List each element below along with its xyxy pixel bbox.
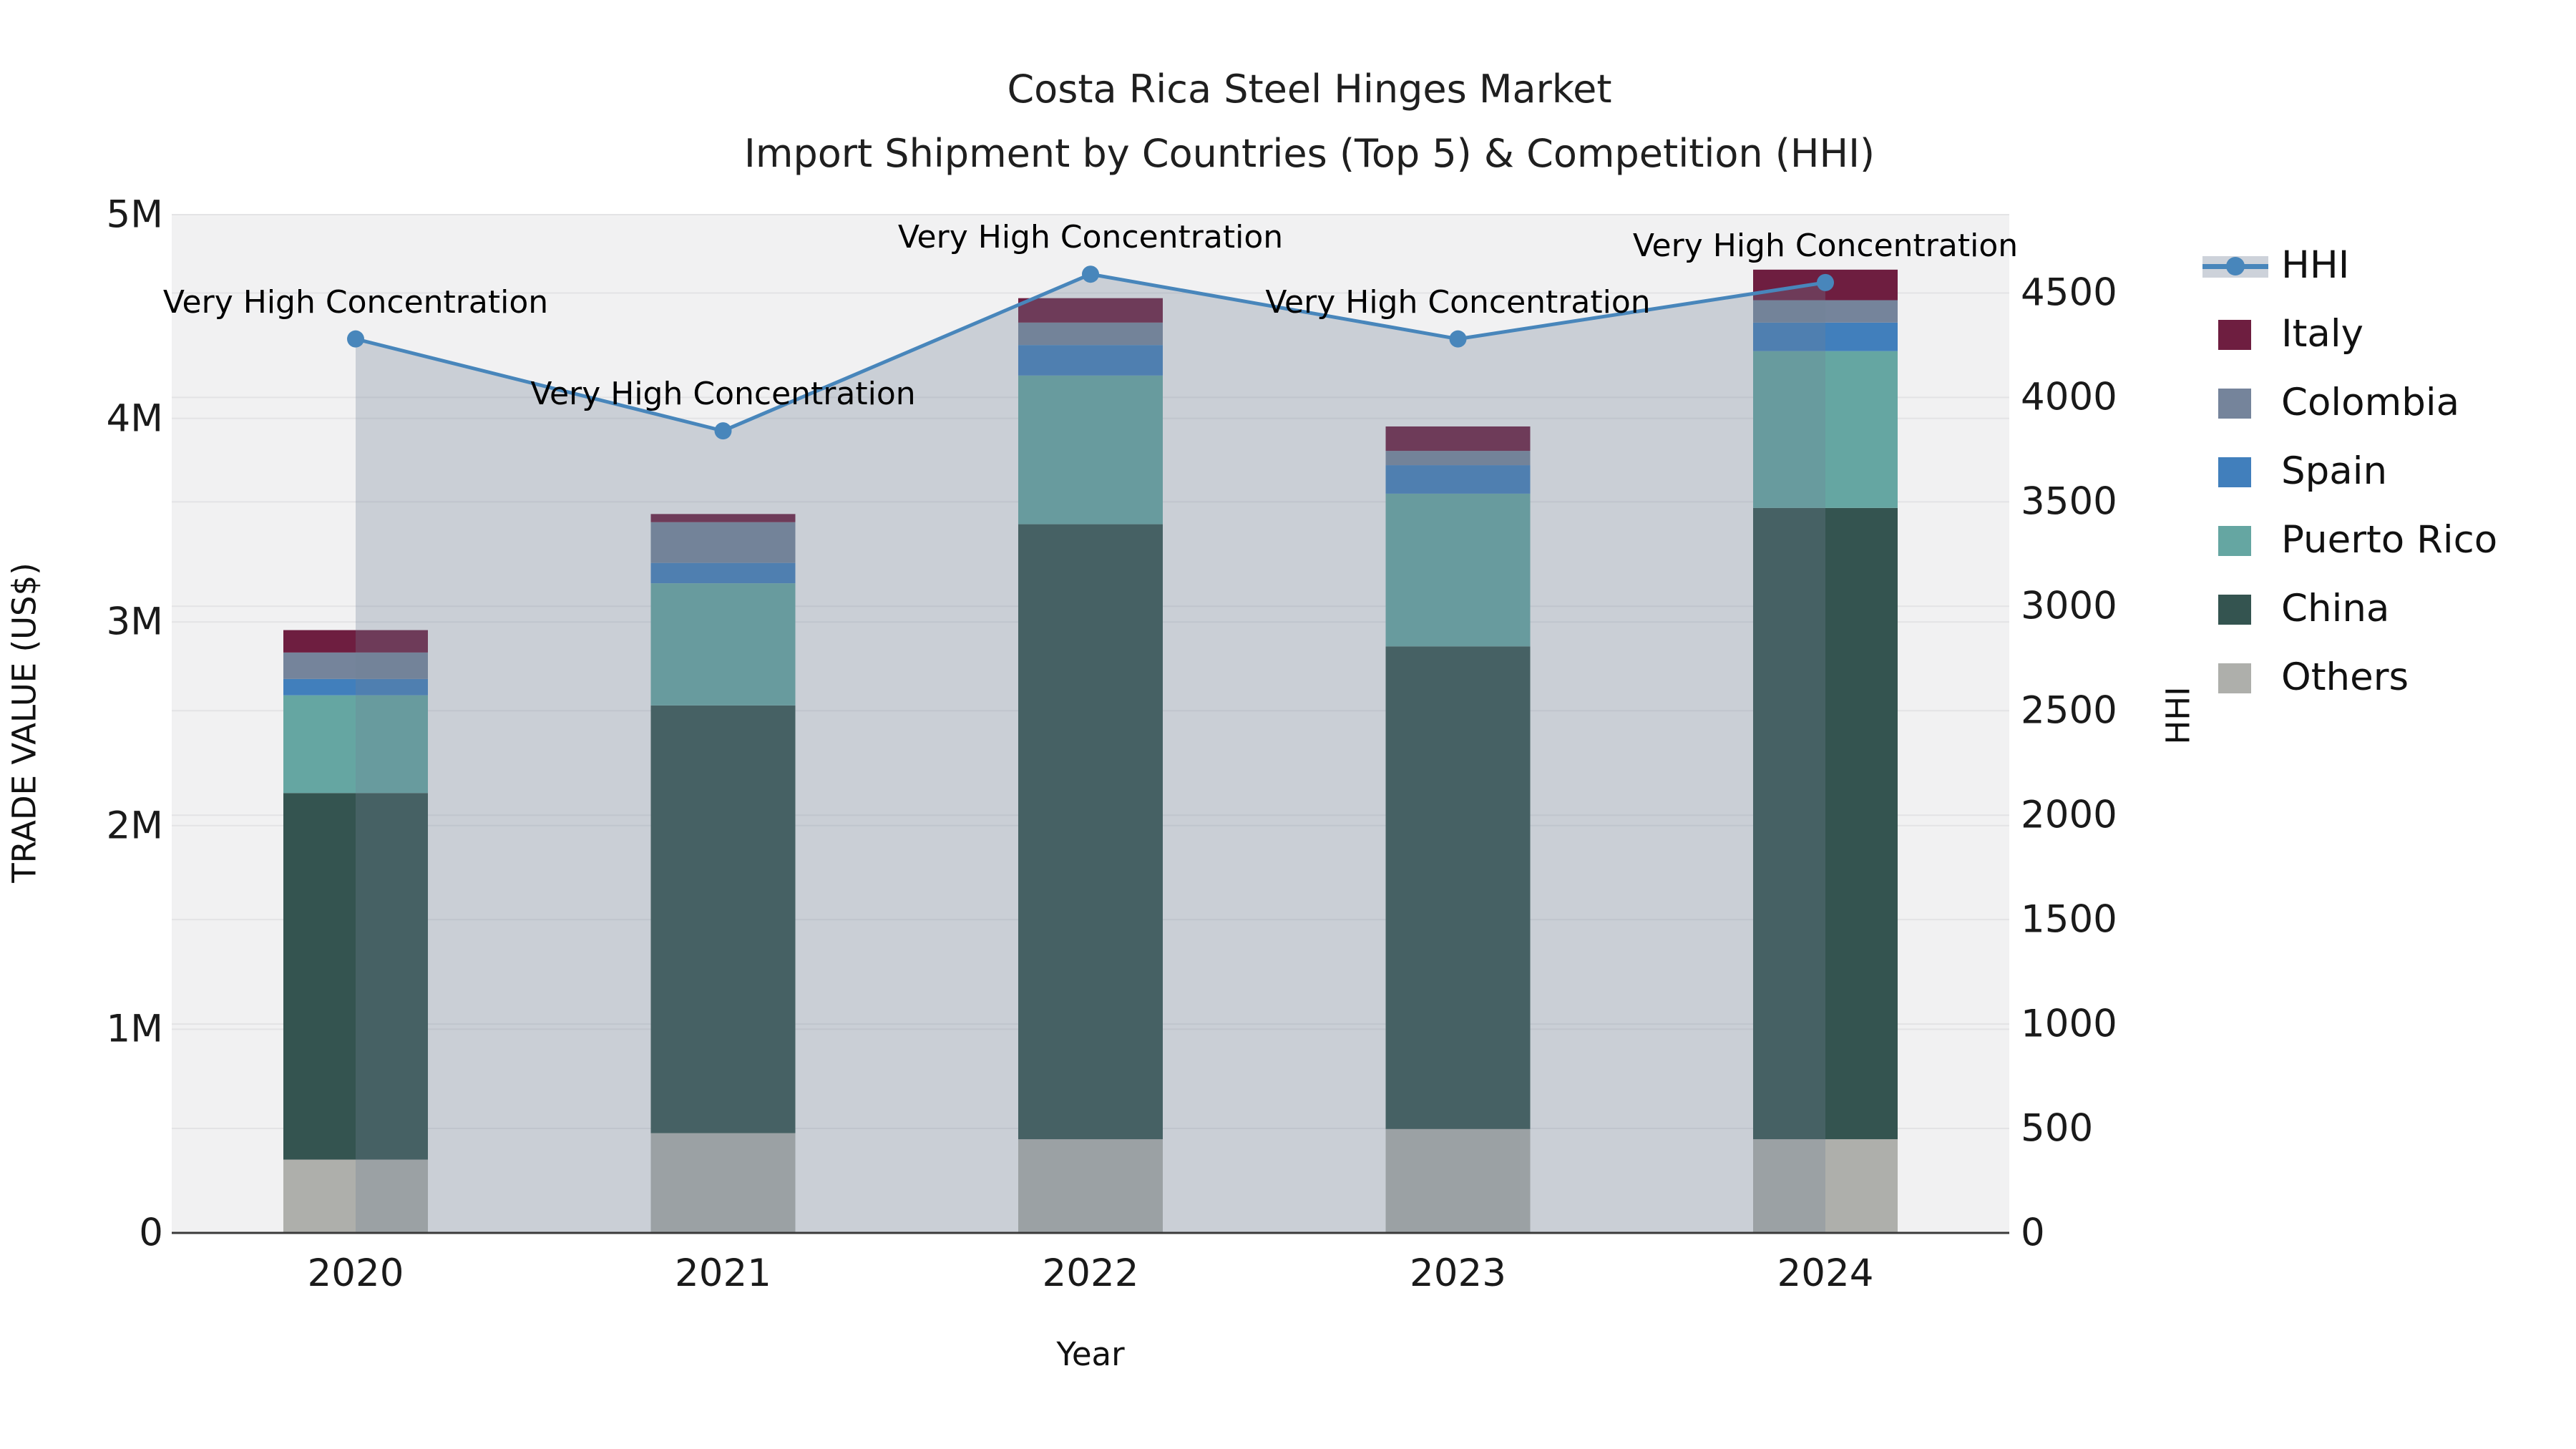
bar-segment-colombia-2024: [1753, 300, 1898, 323]
y-right-tick-0: 0: [2021, 1211, 2045, 1255]
bar-segment-spain-2023: [1385, 465, 1531, 494]
y-right-tick-2000: 2000: [2021, 793, 2117, 837]
legend-label: China: [2281, 586, 2390, 630]
bar-segment-puerto-rico-2023: [1385, 493, 1531, 647]
color-swatch-icon: [2218, 595, 2251, 625]
annotation-2024: Very High Concentration: [1632, 227, 2019, 264]
y-right-tick-3000: 3000: [2021, 584, 2117, 628]
y-right-tick-500: 500: [2021, 1106, 2094, 1151]
bar-segment-italy-2023: [1385, 426, 1531, 452]
legend-label: Others: [2281, 655, 2409, 699]
legend-label: HHI: [2281, 243, 2350, 287]
y-left-tick-3M: 3M: [106, 600, 163, 644]
bar-segment-china-2023: [1385, 646, 1531, 1129]
y-left-tick-4M: 4M: [106, 396, 163, 441]
chart-title: Costa Rica Steel Hinges Market Import Sh…: [744, 57, 1875, 186]
bar-segment-others-2024: [1753, 1139, 1898, 1233]
y-axis-label-right: HHI: [2159, 686, 2197, 745]
y-left-tick-5M: 5M: [106, 192, 163, 237]
x-axis-label: Year: [1056, 1335, 1125, 1373]
legend-label: Spain: [2281, 449, 2388, 493]
bar-segment-spain-2024: [1753, 322, 1898, 351]
color-swatch-icon: [2218, 457, 2251, 487]
annotation-2022: Very High Concentration: [897, 219, 1284, 256]
chart-title-line2: Import Shipment by Countries (Top 5) & C…: [743, 131, 1875, 176]
bar-segment-colombia-2020: [283, 652, 428, 679]
bar-segment-italy-2021: [650, 514, 796, 522]
bar-segment-others-2022: [1018, 1139, 1163, 1233]
x-tick-2022: 2022: [1042, 1252, 1139, 1295]
x-tick-2023: 2023: [1410, 1252, 1506, 1295]
bar-segment-italy-2022: [1018, 298, 1163, 323]
bar-segment-italy-2020: [283, 630, 428, 653]
bar-segment-colombia-2023: [1385, 451, 1531, 466]
bar-segment-puerto-rico-2021: [650, 583, 796, 706]
y-right-tick-1500: 1500: [2021, 897, 2117, 942]
hhi-marker-2024: [1817, 273, 1834, 291]
bar-segment-china-2024: [1753, 507, 1898, 1140]
annotation-2023: Very High Concentration: [1265, 283, 1651, 321]
color-swatch-icon: [2218, 320, 2251, 350]
legend-label: Italy: [2281, 311, 2363, 356]
bar-segment-spain-2021: [650, 562, 796, 584]
legend-label: Puerto Rico: [2281, 517, 2498, 562]
y-right-tick-4000: 4000: [2021, 375, 2117, 419]
bar-segment-china-2021: [650, 705, 796, 1133]
color-swatch-icon: [2218, 526, 2251, 556]
chart-title-line1: Costa Rica Steel Hinges Market: [1007, 67, 1612, 112]
bar-segment-puerto-rico-2022: [1018, 375, 1163, 525]
bar-segment-others-2021: [650, 1133, 796, 1233]
annotation-2021: Very High Concentration: [530, 376, 916, 413]
bar-segment-others-2023: [1385, 1128, 1531, 1233]
legend-label: Colombia: [2281, 380, 2460, 424]
bar-segment-spain-2020: [283, 678, 428, 696]
y-right-tick-2500: 2500: [2021, 688, 2117, 733]
y-right-tick-1000: 1000: [2021, 1002, 2117, 1046]
bar-segment-puerto-rico-2020: [283, 695, 428, 794]
annotation-2020: Very High Concentration: [162, 283, 549, 321]
y-left-tick-2M: 2M: [106, 804, 163, 848]
color-swatch-icon: [2218, 663, 2251, 693]
bar-segment-puerto-rico-2024: [1753, 351, 1898, 508]
hhi-marker-2020: [347, 330, 364, 348]
bar-segment-china-2022: [1018, 524, 1163, 1140]
bar-segment-others-2020: [283, 1159, 428, 1233]
y-left-tick-1M: 1M: [106, 1007, 163, 1051]
bar-segment-colombia-2021: [650, 522, 796, 563]
bar-segment-china-2020: [283, 793, 428, 1160]
y-left-tick-0: 0: [139, 1211, 163, 1255]
bar-segment-colombia-2022: [1018, 322, 1163, 346]
x-tick-2020: 2020: [307, 1252, 404, 1295]
hhi-line-marker-icon: [2202, 250, 2268, 282]
hhi-marker-2022: [1082, 265, 1099, 283]
y-right-tick-3500: 3500: [2021, 479, 2117, 524]
hhi-marker-2023: [1449, 330, 1467, 348]
hhi-area-fill: [356, 274, 1825, 1233]
hhi-marker-2021: [714, 422, 732, 440]
bar-segment-spain-2022: [1018, 345, 1163, 376]
y-axis-label-left: TRADE VALUE (US$): [5, 562, 44, 883]
x-tick-2021: 2021: [675, 1252, 771, 1295]
y-right-tick-4500: 4500: [2021, 270, 2117, 315]
x-tick-2024: 2024: [1777, 1252, 1874, 1295]
color-swatch-icon: [2218, 389, 2251, 419]
